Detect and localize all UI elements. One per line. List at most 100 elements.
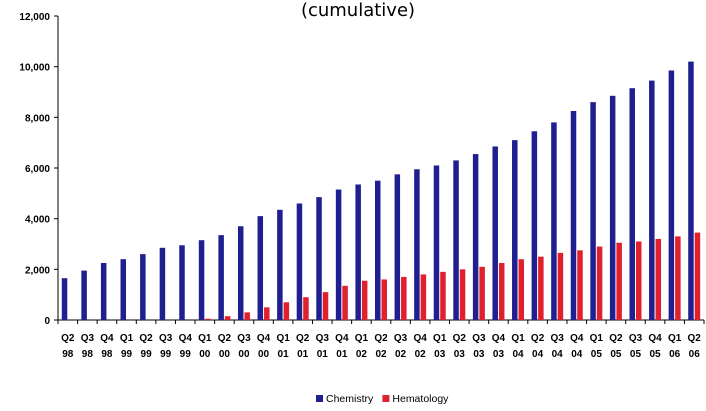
x-tick-label-year: 01 bbox=[297, 349, 309, 360]
bar-chemistry-q4-04 bbox=[570, 111, 577, 320]
x-tick-label-quarter: Q1 bbox=[276, 333, 290, 344]
x-tick-label-quarter: Q2 bbox=[296, 333, 310, 344]
x-tick-label-year: 04 bbox=[512, 349, 524, 360]
x-tick-label-quarter: Q2 bbox=[374, 333, 388, 344]
x-tick-label-year: 01 bbox=[278, 349, 290, 360]
y-tick-label: 10,000 bbox=[19, 63, 50, 74]
bar-chemistry-q2-06 bbox=[688, 61, 694, 320]
bar-chemistry-q3-03 bbox=[472, 154, 479, 320]
bar-chemistry-q4-03 bbox=[492, 146, 498, 320]
x-tick-label-quarter: Q4 bbox=[335, 333, 349, 344]
bar-chemistry-q1-99 bbox=[120, 259, 127, 320]
x-tick-label-quarter: Q3 bbox=[472, 333, 486, 344]
x-tick-label-year: 99 bbox=[141, 349, 153, 360]
x-tick-label-year: 98 bbox=[101, 349, 113, 360]
bar-hematology-q4-03 bbox=[498, 263, 505, 320]
y-tick-label: 2,000 bbox=[25, 265, 50, 276]
bar-hematology-q2-05 bbox=[616, 242, 622, 320]
x-tick-label-quarter: Q3 bbox=[629, 333, 643, 344]
y-tick-label: 8,000 bbox=[25, 113, 50, 124]
y-tick-label: 12,000 bbox=[19, 12, 50, 23]
x-tick-label-quarter: Q4 bbox=[100, 333, 114, 344]
x-tick-label-quarter: Q1 bbox=[120, 333, 134, 344]
x-tick-label-quarter: Q1 bbox=[511, 333, 525, 344]
bars bbox=[61, 61, 701, 321]
x-tick-label-year: 02 bbox=[415, 349, 427, 360]
legend-swatch-chemistry bbox=[316, 395, 323, 402]
x-tick-label-year: 03 bbox=[473, 349, 485, 360]
bar-chemistry-q1-02 bbox=[355, 184, 361, 320]
x-tick-label-quarter: Q4 bbox=[179, 333, 193, 344]
bar-chemistry-q4-99 bbox=[179, 245, 185, 320]
bar-hematology-q2-02 bbox=[381, 279, 387, 320]
x-tick-label-year: 04 bbox=[571, 349, 583, 360]
x-tick-label-quarter: Q1 bbox=[590, 333, 604, 344]
bar-chemistry-q3-99 bbox=[159, 247, 166, 320]
x-tick-label-quarter: Q2 bbox=[609, 333, 623, 344]
y-tick-label: 0 bbox=[44, 316, 50, 327]
x-tick-label-quarter: Q3 bbox=[237, 333, 251, 344]
x-tick-label-quarter: Q3 bbox=[81, 333, 95, 344]
bar-chemistry-q3-98 bbox=[81, 270, 87, 320]
bar-chemistry-q2-00 bbox=[218, 235, 224, 320]
x-tick-label-year: 99 bbox=[160, 349, 172, 360]
y-tick-label: 6,000 bbox=[25, 164, 50, 175]
x-tick-label-quarter: Q3 bbox=[551, 333, 565, 344]
bar-hematology-q3-03 bbox=[479, 266, 485, 320]
bar-chemistry-q1-01 bbox=[277, 209, 283, 320]
x-tick-label-year: 02 bbox=[356, 349, 368, 360]
x-tick-label-quarter: Q1 bbox=[668, 333, 682, 344]
x-tick-label-year: 04 bbox=[532, 349, 544, 360]
x-tick-label-year: 98 bbox=[62, 349, 74, 360]
bar-chemistry-q4-05 bbox=[649, 80, 655, 320]
x-tick-label-year: 05 bbox=[591, 349, 603, 360]
bar-chemistry-q2-02 bbox=[375, 180, 381, 320]
bar-chemistry-q3-04 bbox=[551, 122, 557, 321]
bar-hematology-q1-03 bbox=[440, 271, 446, 320]
bar-hematology-q3-05 bbox=[635, 241, 642, 320]
legend: Chemistry Hematology bbox=[316, 393, 449, 405]
legend-label-chemistry: Chemistry bbox=[326, 393, 374, 405]
bar-hematology-q4-05 bbox=[655, 238, 662, 320]
bar-chemistry-q1-04 bbox=[512, 140, 518, 320]
x-tick-label-year: 05 bbox=[649, 349, 661, 360]
x-tick-label-quarter: Q4 bbox=[257, 333, 271, 344]
bar-chemistry-q2-01 bbox=[296, 203, 303, 320]
x-tick-label-year: 00 bbox=[258, 349, 270, 360]
bar-chemistry-q4-00 bbox=[257, 216, 264, 320]
x-tick-label-quarter: Q1 bbox=[433, 333, 447, 344]
bar-hematology-q3-04 bbox=[557, 252, 564, 320]
x-tick-label-quarter: Q1 bbox=[198, 333, 212, 344]
x-tick-label-year: 00 bbox=[199, 349, 211, 360]
bar-chemistry-q4-98 bbox=[100, 263, 107, 320]
bar-chemistry-q1-00 bbox=[198, 240, 205, 320]
x-tick-label-year: 00 bbox=[219, 349, 231, 360]
y-tick-label: 4,000 bbox=[25, 215, 50, 226]
bar-hematology-q1-00 bbox=[205, 318, 211, 320]
bar-hematology-q2-01 bbox=[303, 297, 309, 320]
y-axis: 0 2,000 4,000 6,000 8,000 10,000 12,000 bbox=[19, 12, 59, 327]
bar-hematology-q4-02 bbox=[420, 274, 427, 320]
x-tick-label-quarter: Q2 bbox=[218, 333, 232, 344]
bar-chemistry-q2-04 bbox=[531, 131, 538, 320]
bar-hematology-q2-03 bbox=[459, 269, 466, 320]
x-tick-label-year: 02 bbox=[375, 349, 387, 360]
x-tick-label-year: 03 bbox=[493, 349, 505, 360]
bar-chemistry-q2-98 bbox=[61, 278, 68, 320]
x-tick-label-year: 98 bbox=[82, 349, 94, 360]
bar-chemistry-q3-01 bbox=[316, 197, 322, 320]
bar-hematology-q1-04 bbox=[518, 259, 525, 320]
x-tick-label-quarter: Q4 bbox=[413, 333, 427, 344]
bar-chemistry-q1-03 bbox=[433, 165, 440, 320]
legend-label-hematology: Hematology bbox=[392, 393, 449, 405]
x-tick-label-quarter: Q2 bbox=[688, 333, 702, 344]
bar-hematology-q2-06 bbox=[694, 232, 701, 320]
x-tick-label-year: 05 bbox=[610, 349, 622, 360]
bar-hematology-q3-00 bbox=[244, 312, 250, 320]
x-tick-label-year: 99 bbox=[121, 349, 133, 360]
x-tick-label-quarter: Q1 bbox=[355, 333, 369, 344]
bar-chemistry-q1-05 bbox=[590, 102, 596, 320]
x-tick-label-quarter: Q3 bbox=[394, 333, 408, 344]
x-tick-label-quarter: Q3 bbox=[316, 333, 330, 344]
